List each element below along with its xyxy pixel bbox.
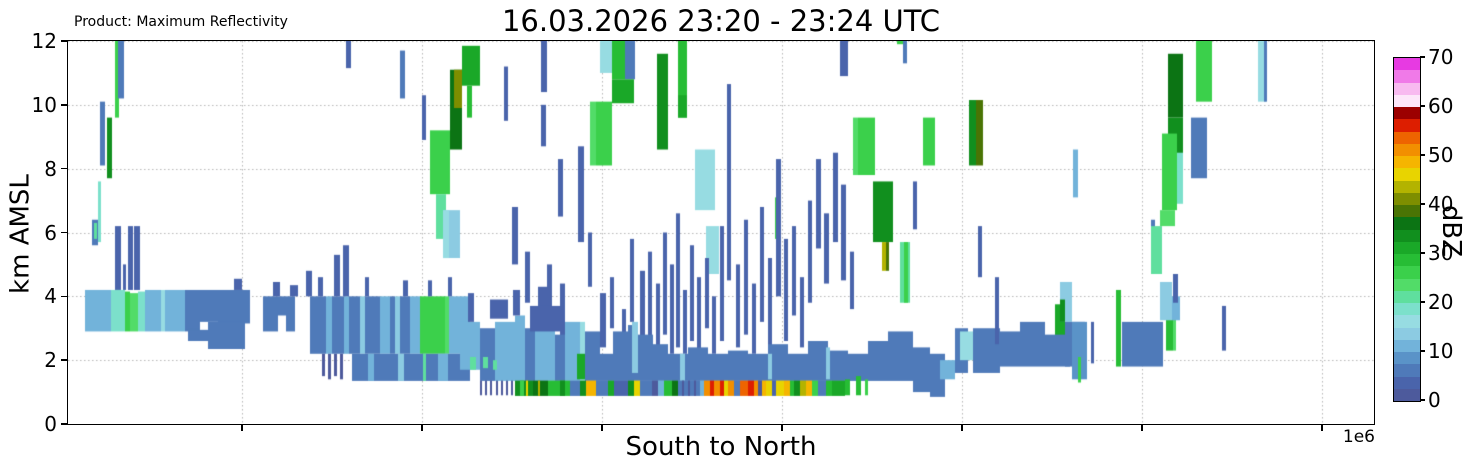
colorbar-band [1394,168,1420,181]
y-tick-mark [61,231,68,234]
colorbar-tick-label: 40 [1428,192,1454,216]
y-tick-label: 10 [31,92,57,117]
colorbar-tick-mark [1420,399,1425,401]
colorbar-tick-mark [1420,350,1425,352]
colorbar-band [1394,327,1420,340]
colorbar-band [1394,217,1420,230]
colorbar-band [1394,266,1420,279]
colorbar-band [1394,352,1420,365]
x-axis-offset-label: 1e6 [1342,427,1375,447]
colorbar-band [1394,278,1420,291]
colorbar-band [1394,315,1420,328]
x-tick-mark [781,424,783,431]
colorbar-tick-label: 10 [1428,339,1454,363]
y-tick-mark [61,104,68,106]
colorbar-tick-mark [1420,301,1425,303]
colorbar [1393,57,1421,402]
y-tick-label: 2 [44,348,57,373]
y-tick-label: 12 [31,29,57,53]
y-tick-mark [61,359,68,361]
colorbar-band [1394,388,1420,401]
colorbar-tick-mark [1420,56,1425,58]
colorbar-band [1394,290,1420,303]
colorbar-tick-label: 0 [1428,388,1441,412]
product-label: Product: Maximum Reflectivity [74,14,288,30]
colorbar-tick-label: 20 [1428,290,1454,314]
colorbar-tick-mark [1420,252,1425,254]
x-tick-mark [421,424,423,431]
x-tick-mark [1321,424,1323,431]
y-tick-label: 0 [44,412,57,436]
colorbar-tick-mark [1420,154,1425,156]
colorbar-band [1394,156,1420,169]
x-axis-label: South to North [625,432,817,462]
colorbar-tick-label: 60 [1428,94,1454,118]
colorbar-band [1394,143,1420,156]
y-tick-mark [61,423,68,425]
x-tick-mark [241,424,243,431]
colorbar-tick-label: 50 [1428,143,1454,167]
y-tick-mark [61,167,68,170]
colorbar-band [1394,119,1420,132]
colorbar-tick-mark [1420,105,1425,107]
colorbar-band [1394,94,1420,107]
y-tick-label: 4 [44,284,57,309]
x-tick-mark [1141,424,1143,431]
colorbar-tick-label: 70 [1428,45,1454,69]
colorbar-band [1394,82,1420,95]
colorbar-band [1394,70,1420,83]
colorbar-band [1394,192,1420,205]
colorbar-band [1394,376,1420,389]
colorbar-band [1394,303,1420,316]
x-tick-mark [601,424,603,431]
colorbar-band [1394,58,1420,71]
colorbar-band [1394,254,1420,267]
figure-title: 16.03.2026 23:20 - 23:24 UTC [501,4,941,38]
colorbar-band [1394,205,1420,218]
x-tick-mark [961,424,963,431]
y-tick-mark [61,40,68,42]
y-tick-label: 6 [44,220,57,245]
colorbar-band [1394,180,1420,193]
colorbar-tick-label: 30 [1428,241,1454,265]
colorbar-band [1394,339,1420,352]
colorbar-band [1394,131,1420,144]
colorbar-band [1394,364,1420,377]
y-tick-mark [61,295,68,298]
colorbar-tick-mark [1420,203,1425,205]
colorbar-band [1394,107,1420,120]
colorbar-band [1394,241,1420,254]
reflectivity-heatmap-canvas [68,41,1374,424]
y-tick-label: 8 [44,156,57,181]
colorbar-band [1394,229,1420,242]
